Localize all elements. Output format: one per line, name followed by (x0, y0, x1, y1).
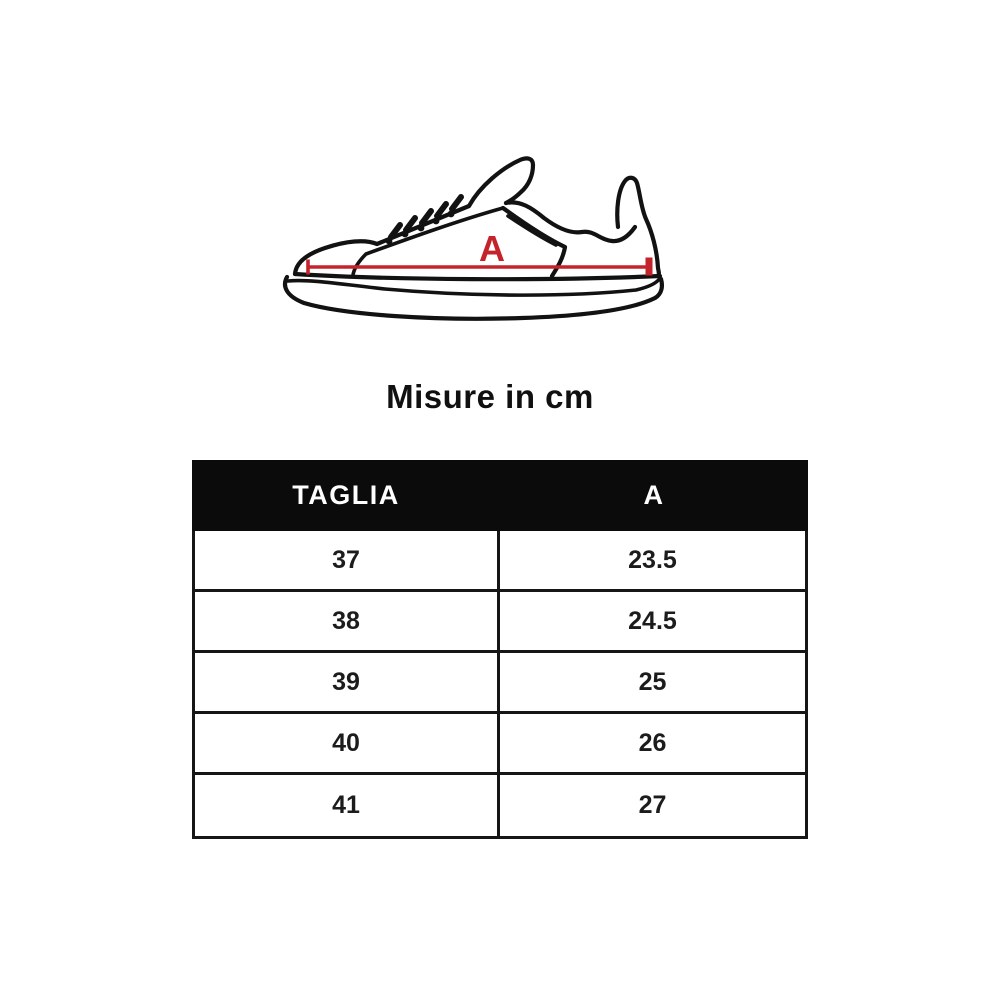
table-body: 37 23.5 38 24.5 39 25 40 26 41 27 (192, 531, 808, 839)
midsole-mid-line (286, 276, 662, 297)
header-cell-taglia: TAGLIA (292, 480, 400, 510)
table-row: 38 24.5 (195, 592, 805, 653)
cell-measurement: 27 (638, 791, 667, 819)
sneaker-illustration-icon: A (282, 156, 664, 321)
page-title: Misure in cm (386, 378, 594, 415)
cell-measurement: 23.5 (628, 545, 677, 574)
toe-and-lace-edge (292, 203, 472, 277)
table-row: 41 27 (195, 775, 805, 836)
outsole-outline (282, 274, 664, 321)
lace-dashes (388, 194, 464, 240)
cell-size: 39 (195, 653, 500, 711)
measure-label: A (479, 228, 505, 269)
table-row: 37 23.5 (195, 531, 805, 592)
table-row: 39 25 (195, 653, 805, 714)
cell-size: 41 (195, 775, 500, 836)
shoe-diagram: A (270, 128, 690, 340)
header-cell-a: A (643, 480, 665, 510)
heel-tab-and-back (615, 175, 662, 279)
table-row: 40 26 (195, 714, 805, 775)
cell-size: 38 (195, 592, 500, 650)
cell-measurement: 26 (638, 728, 667, 757)
tongue-outline (466, 156, 536, 209)
measure-line (306, 257, 653, 276)
collar-topline (503, 200, 638, 244)
cell-size: 40 (195, 714, 500, 772)
quarter-panel-inner-line (506, 214, 558, 247)
size-table: TAGLIA A 37 23.5 38 24.5 39 25 40 26 41 … (192, 460, 808, 839)
midsole-top-line (292, 271, 663, 282)
cell-measurement: 25 (638, 667, 667, 696)
cell-size: 37 (195, 531, 500, 589)
cell-measurement: 24.5 (628, 606, 677, 635)
table-header-row: TAGLIA A (192, 460, 808, 531)
